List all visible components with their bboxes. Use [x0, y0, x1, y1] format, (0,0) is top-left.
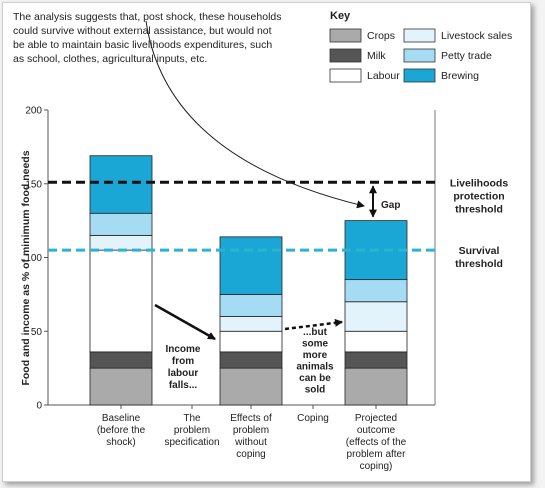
- legend-swatch: [403, 28, 436, 43]
- annotation-labour-falls: falls...: [169, 380, 198, 391]
- bar-segment-milk: [219, 351, 283, 369]
- x-category-label: (effects of the: [346, 437, 407, 448]
- bar-segment-brewing: [219, 236, 283, 295]
- x-category-label: Baseline: [102, 413, 141, 424]
- x-category-label: problem: [233, 425, 269, 436]
- annotation-animals-sold: more: [303, 350, 328, 361]
- legend-title: Key: [330, 10, 351, 22]
- bar-segment-crops: [219, 367, 283, 406]
- coping-arrow: [284, 318, 343, 331]
- x-category-label: problem after: [347, 449, 407, 460]
- y-tick-label: 50: [31, 327, 43, 338]
- legend-label: Milk: [367, 50, 386, 62]
- legend-swatch: [329, 28, 362, 43]
- legend-label: Petty trade: [441, 50, 492, 62]
- legend-swatch: [403, 68, 436, 83]
- x-category-label: (before the: [97, 425, 146, 436]
- thresholds: LivelihoodsprotectionthresholdSurvivalth…: [48, 177, 508, 270]
- y-axis-label: Food and income as % of minimum food nee…: [20, 150, 32, 385]
- bar-segment-livestock-sales: [219, 316, 283, 332]
- x-category-label: outcome: [357, 425, 396, 436]
- bar-segment-milk: [89, 351, 153, 369]
- annotation-animals-sold: can be: [299, 373, 331, 384]
- threshold-label: Livelihoods: [450, 177, 509, 189]
- gap-label: Gap: [381, 200, 400, 211]
- legend-label: Brewing: [441, 70, 479, 82]
- bar-segment-brewing: [89, 155, 153, 214]
- threshold-label: Survival: [459, 245, 500, 257]
- bar-segment-petty-trade: [344, 279, 408, 303]
- legend: Key Crops Milk Labour Livestock sales Petty …: [329, 10, 512, 83]
- category-labels: Baseline(before theshock)Theproblemspeci…: [97, 413, 407, 472]
- annotation-labour-falls: labour: [168, 368, 199, 379]
- bar-segment-crops: [344, 367, 408, 406]
- bar-segment-crops: [89, 367, 153, 406]
- annotation-labour-falls: from: [172, 356, 194, 367]
- annotation-animals-sold: ...but: [303, 327, 328, 338]
- threshold-label: threshold: [455, 258, 503, 270]
- note-line-1: The analysis suggests that, post shock, …: [13, 11, 282, 23]
- bar-segment-labour: [89, 249, 153, 353]
- analysis-note: The analysis suggests that, post shock, …: [13, 11, 282, 65]
- y-tick-label: 100: [25, 253, 42, 264]
- legend-swatch: [329, 68, 362, 83]
- bar-segment-labour: [344, 330, 408, 353]
- note-line-2: could survive without external assistanc…: [13, 25, 272, 37]
- x-category-label: Coping: [297, 413, 329, 424]
- bar-segment-livestock-sales: [89, 234, 153, 251]
- stacked-bar-chart: The analysis suggests that, post shock, …: [13, 10, 512, 472]
- bar-segment-livestock-sales: [344, 301, 408, 332]
- y-tick-label: 200: [25, 106, 42, 117]
- x-category-label: problem: [174, 425, 210, 436]
- x-category-label: without: [234, 437, 267, 448]
- legend-label: Livestock sales: [441, 30, 512, 42]
- x-category-label: Projected: [355, 413, 397, 424]
- labour-falls-arrow: [154, 303, 216, 341]
- x-category-label: The: [183, 413, 201, 424]
- x-category-label: coping): [360, 461, 393, 472]
- x-category-label: shock): [106, 437, 135, 448]
- x-category-label: coping: [236, 449, 265, 460]
- bar-segment-petty-trade: [219, 293, 283, 317]
- y-tick-label: 0: [36, 401, 42, 412]
- bar-segment-milk: [344, 351, 408, 369]
- note-pointer-arrow: [145, 20, 365, 209]
- chart-frame: The analysis suggests that, post shock, …: [2, 2, 531, 482]
- annotation-animals-sold: animals: [296, 362, 334, 373]
- bar-segment-labour: [219, 330, 283, 353]
- bar-segment-petty-trade: [89, 212, 153, 236]
- note-line-3: be able to maintain basic livelihoods ex…: [13, 39, 272, 51]
- legend-label: Crops: [367, 30, 395, 42]
- threshold-label: threshold: [455, 203, 503, 215]
- legend-swatch: [329, 48, 362, 63]
- annotation-animals-sold: some: [302, 339, 329, 350]
- annotation-animals-sold: sold: [305, 385, 326, 396]
- legend-swatch: [403, 48, 436, 63]
- bars: [89, 155, 408, 406]
- threshold-label: protection: [453, 190, 504, 202]
- x-category-label: Effects of: [230, 413, 272, 424]
- note-line-4: as school, clothes, agricultural inputs,…: [13, 53, 207, 65]
- legend-label: Labour: [367, 70, 400, 82]
- annotation-labour-falls: Income: [165, 344, 200, 355]
- y-tick-label: 150: [25, 179, 42, 190]
- x-category-label: specification: [164, 437, 219, 448]
